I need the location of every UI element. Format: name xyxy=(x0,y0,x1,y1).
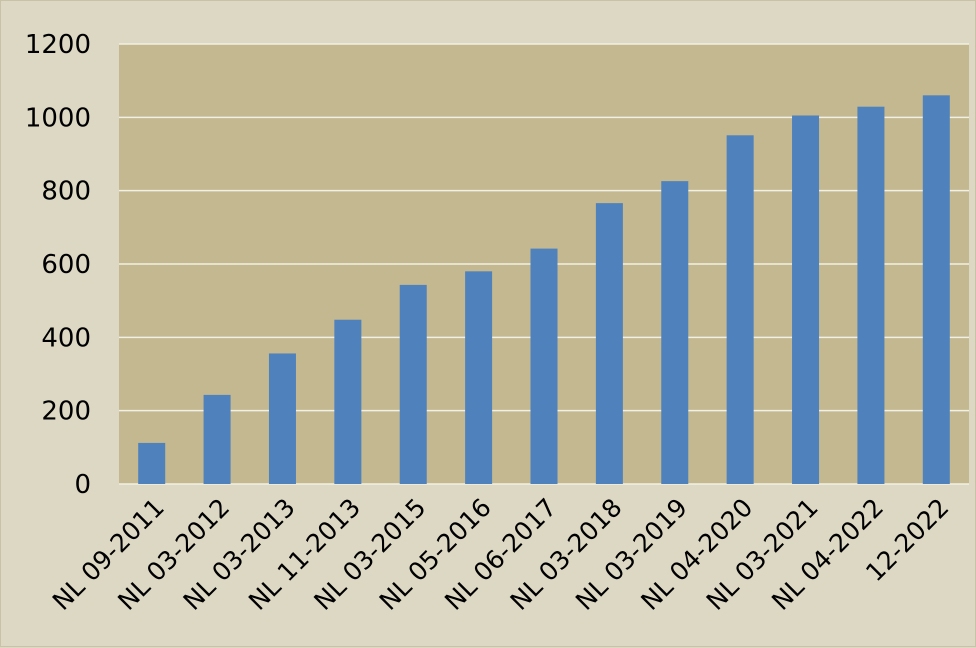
bar-5 xyxy=(465,271,493,484)
bar-1 xyxy=(203,394,231,484)
bar-9 xyxy=(726,135,754,485)
y-tick-label: 600 xyxy=(41,250,91,280)
y-tick-label: 400 xyxy=(41,323,91,353)
y-tick-label: 200 xyxy=(41,397,91,427)
bar-0 xyxy=(138,442,166,484)
bar-2 xyxy=(268,353,296,484)
bars xyxy=(138,95,950,485)
bar-3 xyxy=(334,319,362,484)
bar-11 xyxy=(857,106,885,484)
bar-12 xyxy=(922,95,950,484)
y-tick-label: 1000 xyxy=(25,103,91,133)
y-tick-label: 800 xyxy=(41,177,91,207)
bar-6 xyxy=(530,248,558,484)
bar-4 xyxy=(399,284,427,484)
x-category-label: NL 09-2011 xyxy=(47,493,170,616)
y-tick-label: 1200 xyxy=(25,30,91,60)
y-tick-label: 0 xyxy=(74,470,91,500)
bar-10 xyxy=(792,115,820,484)
bar-7 xyxy=(595,203,623,484)
y-axis-tick-labels: 0 200 400 600 800 1000 1200 xyxy=(25,30,91,500)
bar-8 xyxy=(661,181,689,484)
